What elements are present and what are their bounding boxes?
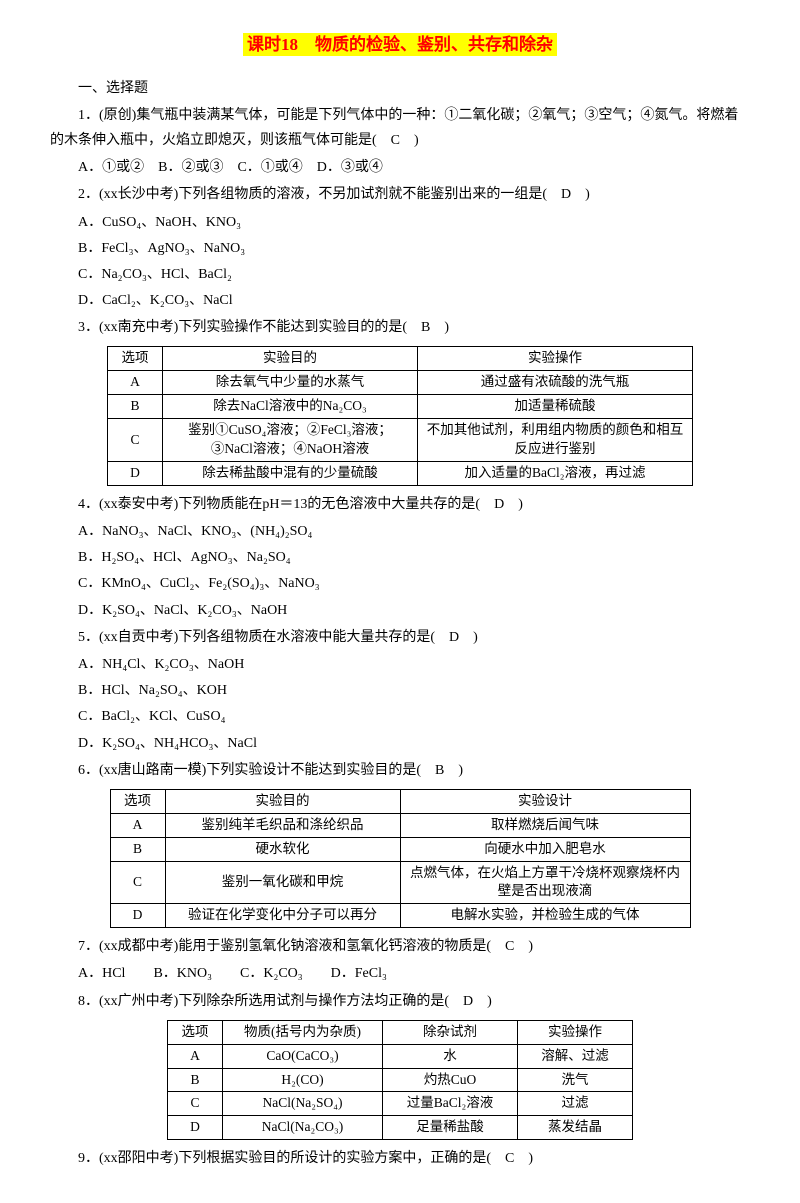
q8-r4c2: NaCl(Na₂CO₃): [223, 1116, 383, 1140]
q7-opts: A．HCl B．KNO₃ C．K₂CO₃ D．FeCl₃: [50, 961, 750, 986]
q4-c: C．KMnO₄、CuCl₂、Fe₂(SO₄)₃、NaNO₃: [50, 571, 750, 596]
q3-h3: 实验操作: [418, 347, 693, 371]
q6-r4c2: 验证在化学变化中分子可以再分: [165, 904, 400, 928]
q8-r1c3: 水: [383, 1044, 518, 1068]
q6-r1c2: 鉴别纯羊毛织品和涤纶织品: [165, 813, 400, 837]
q8-r2c2: H₂(CO): [223, 1068, 383, 1092]
q6-h1: 选项: [110, 789, 165, 813]
q5-b: B．HCl、Na₂SO₄、KOH: [50, 678, 750, 703]
q8-r4c4: 蒸发结晶: [518, 1116, 633, 1140]
q2-a: A．CuSO₄、NaOH、KNO₃: [50, 210, 750, 235]
q6-r4c1: D: [110, 904, 165, 928]
q6-r1c3: 取样燃烧后闻气味: [400, 813, 690, 837]
q6-r1c1: A: [110, 813, 165, 837]
q8-stem: 8．(xx广州中考)下列除杂所选用试剂与操作方法均正确的是( D ): [50, 989, 750, 1014]
q2-b: B．FeCl₃、AgNO₃、NaNO₃: [50, 236, 750, 261]
q1-stem: 1．(原创)集气瓶中装满某气体，可能是下列气体中的一种：①二氧化碳；②氧气；③空…: [50, 103, 750, 153]
q8-r1c4: 溶解、过滤: [518, 1044, 633, 1068]
q3-r3c3: 不加其他试剂，利用组内物质的颜色和相互反应进行鉴别: [418, 419, 693, 462]
q6-stem: 6．(xx唐山路南一模)下列实验设计不能达到实验目的是( B ): [50, 758, 750, 783]
q8-h3: 除杂试剂: [383, 1020, 518, 1044]
q3-r4c2: 除去稀盐酸中混有的少量硫酸: [163, 461, 418, 485]
q6-r2c2: 硬水软化: [165, 837, 400, 861]
q6-r2c3: 向硬水中加入肥皂水: [400, 837, 690, 861]
q6-r3c2: 鉴别一氧化碳和甲烷: [165, 861, 400, 904]
q6-table: 选项 实验目的 实验设计 A鉴别纯羊毛织品和涤纶织品取样燃烧后闻气味 B硬水软化…: [110, 789, 691, 928]
q8-h4: 实验操作: [518, 1020, 633, 1044]
q3-r1c3: 通过盛有浓硫酸的洗气瓶: [418, 371, 693, 395]
q2-d: D．CaCl₂、K₂CO₃、NaCl: [50, 288, 750, 313]
q3-r2c3: 加适量稀硫酸: [418, 395, 693, 419]
q6-h2: 实验目的: [165, 789, 400, 813]
q8-r2c1: B: [168, 1068, 223, 1092]
q8-h1: 选项: [168, 1020, 223, 1044]
q8-table: 选项 物质(括号内为杂质) 除杂试剂 实验操作 ACaO(CaCO₃)水溶解、过…: [167, 1020, 633, 1140]
q6-r4c3: 电解水实验，并检验生成的气体: [400, 904, 690, 928]
q5-stem: 5．(xx自贡中考)下列各组物质在水溶液中能大量共存的是( D ): [50, 625, 750, 650]
q4-stem: 4．(xx泰安中考)下列物质能在pH＝13的无色溶液中大量共存的是( D ): [50, 492, 750, 517]
q3-r1c2: 除去氧气中少量的水蒸气: [163, 371, 418, 395]
q9-stem: 9．(xx邵阳中考)下列根据实验目的所设计的实验方案中，正确的是( C ): [50, 1146, 750, 1171]
q2-stem: 2．(xx长沙中考)下列各组物质的溶液，不另加试剂就不能鉴别出来的一组是( D …: [50, 182, 750, 207]
q8-h2: 物质(括号内为杂质): [223, 1020, 383, 1044]
q3-r2c1: B: [108, 395, 163, 419]
q3-r2c2: 除去NaCl溶液中的Na₂CO₃: [163, 395, 418, 419]
page-title: 课时18 物质的检验、鉴别、共存和除杂: [50, 30, 750, 61]
section-heading: 一、选择题: [50, 76, 750, 101]
q3-table: 选项 实验目的 实验操作 A除去氧气中少量的水蒸气通过盛有浓硫酸的洗气瓶 B除去…: [107, 346, 693, 485]
q5-c: C．BaCl₂、KCl、CuSO₄: [50, 704, 750, 729]
q1-opts: A．①或② B．②或③ C．①或④ D．③或④: [50, 155, 750, 180]
q3-r1c1: A: [108, 371, 163, 395]
q8-r4c3: 足量稀盐酸: [383, 1116, 518, 1140]
q8-r1c2: CaO(CaCO₃): [223, 1044, 383, 1068]
q4-b: B．H₂SO₄、HCl、AgNO₃、Na₂SO₄: [50, 545, 750, 570]
q3-r4c3: 加入适量的BaCl₂溶液，再过滤: [418, 461, 693, 485]
q5-d: D．K₂SO₄、NH₄HCO₃、NaCl: [50, 731, 750, 756]
q8-r2c4: 洗气: [518, 1068, 633, 1092]
q7-stem: 7．(xx成都中考)能用于鉴别氢氧化钠溶液和氢氧化钙溶液的物质是( C ): [50, 934, 750, 959]
q4-d: D．K₂SO₄、NaCl、K₂CO₃、NaOH: [50, 598, 750, 623]
q3-stem: 3．(xx南充中考)下列实验操作不能达到实验目的的是( B ): [50, 315, 750, 340]
q6-r3c3: 点燃气体，在火焰上方罩干冷烧杯观察烧杯内壁是否出现液滴: [400, 861, 690, 904]
q3-r3c2: 鉴别①CuSO₄溶液；②FeCl₃溶液；③NaCl溶液；④NaOH溶液: [163, 419, 418, 462]
q3-r3c1: C: [108, 419, 163, 462]
q5-a: A．NH₄Cl、K₂CO₃、NaOH: [50, 652, 750, 677]
q3-h2: 实验目的: [163, 347, 418, 371]
q8-r1c1: A: [168, 1044, 223, 1068]
q8-r4c1: D: [168, 1116, 223, 1140]
q8-r3c4: 过滤: [518, 1092, 633, 1116]
q8-r3c1: C: [168, 1092, 223, 1116]
q3-h1: 选项: [108, 347, 163, 371]
q6-r2c1: B: [110, 837, 165, 861]
q4-a: A．NaNO₃、NaCl、KNO₃、(NH₄)₂SO₄: [50, 519, 750, 544]
title-text: 课时18 物质的检验、鉴别、共存和除杂: [243, 33, 557, 56]
q8-r2c3: 灼热CuO: [383, 1068, 518, 1092]
q8-r3c3: 过量BaCl₂溶液: [383, 1092, 518, 1116]
q6-r3c1: C: [110, 861, 165, 904]
q2-c: C．Na₂CO₃、HCl、BaCl₂: [50, 262, 750, 287]
q3-r4c1: D: [108, 461, 163, 485]
q8-r3c2: NaCl(Na₂SO₄): [223, 1092, 383, 1116]
q6-h3: 实验设计: [400, 789, 690, 813]
